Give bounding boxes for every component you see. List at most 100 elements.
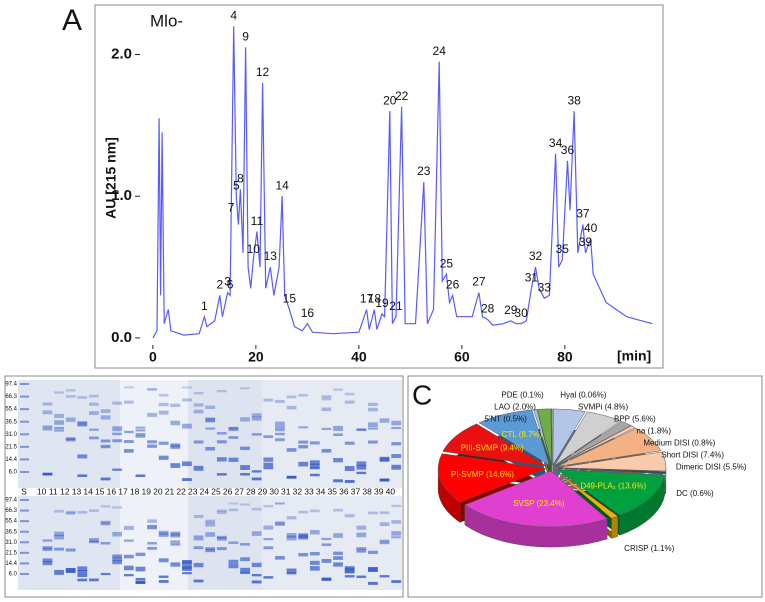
slice-label: D49-PLA₂ (13.6%) (580, 482, 646, 491)
gel-band (205, 418, 216, 423)
gel-band (379, 511, 390, 515)
gel-band (205, 405, 216, 409)
gel-band (379, 457, 390, 462)
marker-label: 14.4 (5, 457, 17, 463)
gel-band (123, 449, 134, 453)
gel-band (309, 460, 320, 465)
gel-band (77, 421, 88, 426)
gel-band (344, 479, 355, 483)
gel-band (135, 577, 146, 581)
gel-band (147, 542, 157, 545)
gel-band (379, 539, 390, 543)
gel-band (333, 388, 343, 391)
peak-label: 36 (561, 143, 575, 157)
gel-band (89, 539, 99, 543)
gel-band (333, 556, 343, 560)
gel-band (123, 539, 134, 542)
gel-band (391, 427, 402, 430)
lane-label: 30 (269, 486, 279, 496)
gel-band (65, 548, 76, 552)
peak-label: 8 (237, 171, 244, 185)
gel-band (275, 521, 285, 526)
lane-label: 28 (246, 486, 256, 496)
slice (556, 469, 665, 516)
slice-label: Medium DISI (0.8%) (643, 438, 715, 447)
gel-band (54, 531, 64, 537)
gel-band (112, 554, 123, 559)
gel-band (368, 581, 378, 585)
gel-band (356, 464, 367, 470)
peak-label: 12 (256, 65, 270, 79)
peak-label: 3 (224, 275, 231, 289)
peak-label: 39 (579, 235, 593, 249)
gel-band (391, 520, 402, 524)
gel-band (240, 446, 250, 451)
gel-band (344, 392, 355, 396)
gel-band (333, 508, 343, 512)
gel-background (18, 380, 120, 488)
peak-label: 27 (472, 275, 486, 289)
peak-label: 2 (216, 278, 223, 292)
gel-band (182, 572, 192, 575)
gel-band (147, 387, 157, 391)
x-tick-label: 20 (248, 349, 264, 365)
gel-band (368, 567, 378, 572)
lane-label: 35 (328, 486, 338, 496)
slice-side (611, 515, 619, 539)
slice-label: na (1.8%) (636, 426, 671, 435)
lane-label: 31 (281, 486, 291, 496)
gel-band (100, 521, 111, 526)
gel-band (42, 547, 53, 551)
gel-band (193, 391, 204, 395)
slice-label: SVMPi (4.8%) (578, 402, 629, 411)
marker-band (20, 530, 29, 533)
gel-band (333, 551, 343, 556)
gel-band (333, 457, 343, 463)
gel-band (321, 543, 332, 547)
gel-band (344, 441, 355, 445)
gel-band (368, 407, 378, 412)
slice (555, 421, 632, 466)
trace (152, 26, 653, 339)
gel-band (205, 417, 216, 422)
gel-band (193, 514, 204, 519)
gel-band (391, 536, 402, 539)
gel-band (228, 502, 239, 505)
gel-band (379, 478, 390, 482)
lane-label: 22 (176, 486, 186, 496)
peak-label: 35 (556, 242, 570, 256)
gel-band (356, 549, 367, 553)
gel-band (216, 536, 227, 539)
gel-band (275, 555, 285, 560)
gel-band (356, 471, 367, 475)
lane-label: 17 (118, 486, 128, 496)
gel-band (147, 519, 157, 523)
gel-band (263, 538, 274, 541)
slice (437, 453, 548, 503)
gel-band (379, 418, 390, 423)
gel-band (89, 509, 99, 512)
peak-label: 15 (283, 292, 297, 306)
x-tick-label: 60 (454, 349, 470, 365)
gel-band (193, 465, 204, 471)
gel-band (77, 574, 88, 578)
gel-band (368, 440, 378, 444)
peak-label: 18 (368, 292, 382, 306)
gel-band (298, 440, 309, 444)
gel-band (100, 572, 111, 576)
gel-band (309, 463, 320, 469)
gel-band (205, 532, 216, 537)
gel-band (89, 538, 99, 541)
gel-band (321, 577, 332, 581)
gel-band (286, 395, 297, 399)
slice (555, 470, 619, 519)
gel-band (158, 580, 169, 583)
y-axis-label: AU [215 nm] (103, 137, 119, 219)
marker-label: 31.0 (5, 540, 17, 546)
gel-band (147, 444, 157, 448)
lane-label: 29 (258, 486, 268, 496)
slice (557, 428, 662, 467)
gel-band (368, 402, 378, 406)
gel-band (123, 430, 134, 434)
gel-band (391, 454, 402, 459)
